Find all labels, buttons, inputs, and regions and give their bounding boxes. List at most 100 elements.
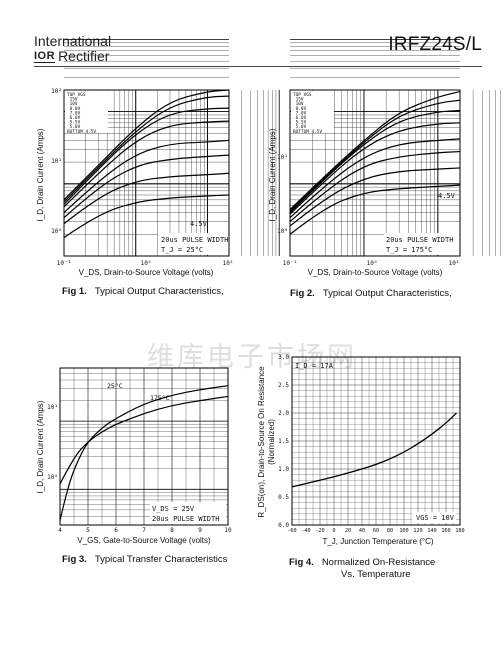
- fig2-grid: [289, 39, 501, 257]
- fig4-curve: [291, 412, 457, 488]
- fig4-ylabel-2: (Normalized): [267, 419, 276, 465]
- legend-line: 6.0V: [67, 115, 81, 121]
- fig4-xtick: 100: [399, 528, 408, 534]
- legend-line: TOP VGS: [293, 92, 312, 98]
- fig3-caption-text: Typical Transfer Characteristics: [94, 554, 228, 565]
- fig3-ylabel: I_D, Drain Current (Amps): [36, 400, 45, 493]
- fig4-xticks: -60 -40 -20 0 20 40 60 80 100 120 140 160 180: [287, 528, 464, 534]
- fig4-xtick: 0: [332, 528, 335, 534]
- fig3-xlabel: V_GS, Gate-to-Source Voltage (volts): [77, 536, 211, 545]
- fig2-frame: [289, 89, 461, 257]
- fig2-caption: Fig 2. Typical Output Characteristics,: [290, 288, 452, 299]
- legend-line: 7.0V: [293, 110, 307, 116]
- fig1-curve-60V: [63, 139, 230, 213]
- fig4-xtick: -20: [315, 528, 324, 534]
- fig2-curve-50V: [289, 167, 461, 227]
- fig1-xlabel: V_DS, Drain-to-Source Voltage (volts): [79, 268, 214, 277]
- fig2-note-box: [384, 233, 459, 255]
- fig2-curve-60V: [289, 138, 461, 219]
- fig4-xtick: 40: [359, 528, 365, 534]
- legend-line: 5.0V: [293, 124, 307, 130]
- fig2-ytick-1: 10¹: [277, 154, 288, 161]
- fig2-note1: 20us PULSE WIDTH: [386, 236, 453, 244]
- fig4-svg: I_D = 17A VGS = 10V -60 -40 -20 0 20 40 60 80 10…: [257, 354, 465, 546]
- fig4-curves: [291, 412, 457, 488]
- fig1-legend: TOP VGS 15V 10V 8.0V 7.0V 6.0V 5.5V 5.0V…: [65, 91, 108, 135]
- fig2-ylabel: I_D, Drain Current (Amps): [268, 128, 277, 221]
- legend-line: 15V: [67, 97, 78, 103]
- fig2-chart: TOP VGS 15V 10V 8.0V 7.0V 6.0V 5.5V 5.0V…: [262, 39, 501, 285]
- fig3-ytick-1: 10¹: [47, 404, 58, 411]
- fig4-num: Fig 4.: [289, 557, 314, 568]
- fig4-vgs-note: VGS = 10V: [416, 514, 455, 522]
- fig4-ytick: 0.5: [278, 494, 289, 501]
- fig3-num: Fig 3.: [62, 554, 87, 565]
- fig2-curve-label: 4.5V: [438, 192, 456, 200]
- fig1-grid: [63, 39, 280, 257]
- fig1-curve-80V: [63, 107, 230, 205]
- fig2-xlabel: V_DS, Drain-to-Source Voltage (volts): [308, 268, 443, 277]
- part-number: IRFZ24S/L: [388, 34, 482, 55]
- fig4-ytick: 2.5: [278, 382, 289, 389]
- fig1-curve-45V: [63, 194, 230, 239]
- fig3-xtick: 10: [224, 527, 232, 534]
- fig1-xtick-1: 10⁰: [141, 260, 152, 267]
- fig4-ytick: 1.0: [278, 466, 289, 473]
- fig4-xtick: 160: [441, 528, 450, 534]
- fig1-curve-10V: [63, 95, 230, 203]
- fig1-ytick-0: 10⁰: [51, 228, 62, 235]
- fig2-caption-text: Typical Output Characteristics,: [322, 288, 452, 299]
- fig3-chart-body: V_DS = 25V 20us PULSE WIDTH 25°C 175°C 4…: [30, 365, 240, 550]
- legend-line: 5.0V: [67, 124, 81, 130]
- fig1-curves: [63, 89, 230, 239]
- fig1-caption: Fig 1. Typical Output Characteristics,: [62, 286, 224, 297]
- fig3-curve-25c: [59, 385, 229, 521]
- legend-line: 10V: [67, 101, 78, 107]
- fig1-chart: TOP VGS 15V 10V 8.0V 7.0V 6.0V 5.5V 5.0V…: [30, 39, 280, 285]
- fig1-note2: T_J = 25°C: [161, 246, 203, 254]
- fig3-label-25: 25°C: [107, 382, 123, 390]
- fig2-curve-80V: [289, 109, 461, 213]
- fig1-curve-70V: [63, 120, 230, 208]
- fig2-note2: T_J = 175°C: [386, 246, 432, 254]
- fig4-xtick: -40: [301, 528, 310, 534]
- fig2-legend-text: TOP VGS 15V 10V 8.0V 7.0V 6.0V 5.5V 5.0V…: [293, 92, 322, 135]
- fig3-ytick-0: 10⁰: [47, 474, 58, 481]
- fig4-xtick: 60: [373, 528, 379, 534]
- fig3-frame: [59, 367, 229, 526]
- ior-logo: IOR: [34, 49, 56, 63]
- fig1-curve-55V: [63, 154, 230, 219]
- fig4-xtick: 180: [455, 528, 464, 534]
- fig4-xtick: 80: [387, 528, 393, 534]
- fig3-xtick: 6: [114, 527, 118, 534]
- fig4-caption-line1: Normalized On-Resistance: [321, 557, 436, 568]
- fig3-note-box: [150, 502, 226, 524]
- fig4-vgs-box: [412, 512, 456, 523]
- fig4-xlabel: T_J, Junction Temperature (°C): [322, 537, 433, 546]
- fig3-xtick: 8: [170, 527, 174, 534]
- fig4-ytick: 1.5: [278, 438, 289, 445]
- fig3-xtick: 4: [58, 527, 62, 534]
- fig2-xtick-2: 10¹: [449, 260, 460, 267]
- fig1-note-box: [158, 233, 228, 255]
- legend-line: 7.0V: [67, 110, 81, 116]
- fig2-curve-15V: [289, 90, 461, 210]
- fig4-xtick: -60: [287, 528, 296, 534]
- fig1-ylabel: I_D, Drain Current (Amps): [36, 128, 45, 221]
- legend-line: BOTTOM 4.5V: [67, 129, 96, 135]
- fig3-note2: 20us PULSE WIDTH: [152, 515, 219, 523]
- legend-line: 8.0V: [67, 106, 81, 112]
- legend-line: 8.0V: [293, 106, 307, 112]
- fig4-ytick: 3.0: [278, 354, 289, 361]
- fig3-curves: [59, 385, 229, 521]
- fig1-xtick-0: 10⁻¹: [57, 260, 71, 267]
- header-rule: [34, 66, 482, 67]
- fig2-svg: TOP VGS 15V 10V 8.0V 7.0V 6.0V 5.5V 5.0V…: [268, 39, 501, 277]
- fig1-legend-text: TOP VGS 15V 10V 8.0V 7.0V 6.0V 5.5V 5.0V…: [67, 92, 96, 135]
- fig2-num: Fig 2.: [290, 288, 315, 299]
- fig3-xtick: 9: [198, 527, 202, 534]
- fig4-id-note: I_D = 17A: [295, 362, 334, 370]
- fig1-num: Fig 1.: [62, 286, 87, 297]
- legend-line: 10V: [293, 101, 304, 107]
- company-logo: International IOR Rectifier: [34, 34, 111, 64]
